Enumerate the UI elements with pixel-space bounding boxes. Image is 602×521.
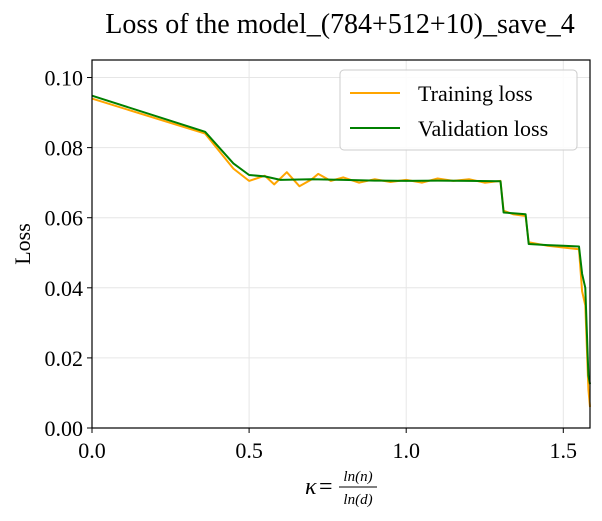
legend-box [339,69,578,151]
validation-loss-line [91,94,591,385]
chart-title: Loss of the model_(784+512+10)_save_4 [105,9,574,40]
axis-ticks: 0.0 0.5 1.0 1.5 0.00 0.02 0.04 0.06 0.08 0.10 [45,66,578,463]
y-axis-label: Loss [10,223,35,265]
legend-label-validation: Validation loss [418,116,548,141]
y-tick-label: 0.04 [45,276,84,301]
x-axis-label-equals: = [319,474,333,500]
x-axis-label-kappa: κ [305,474,317,500]
y-tick-label: 0.06 [45,206,84,231]
x-tick-label: 1.5 [550,438,578,463]
legend: Training loss Validation loss [339,69,578,151]
x-axis-label-denominator: ln(d) [343,492,372,508]
x-tick-label: 0.5 [235,438,263,463]
y-tick-label: 0.08 [45,136,84,161]
x-axis-label: κ = ln(n) ln(d) [305,469,377,508]
legend-label-training: Training loss [418,81,533,106]
x-tick-label: 0.0 [78,438,106,463]
x-axis-label-numerator: ln(n) [343,469,372,485]
y-tick-label: 0.00 [45,416,84,441]
y-tick-label: 0.10 [45,66,84,91]
plot-frame [91,59,591,429]
x-tick-label: 1.0 [392,438,420,463]
y-tick-label: 0.02 [45,346,84,371]
series-lines [91,94,591,408]
